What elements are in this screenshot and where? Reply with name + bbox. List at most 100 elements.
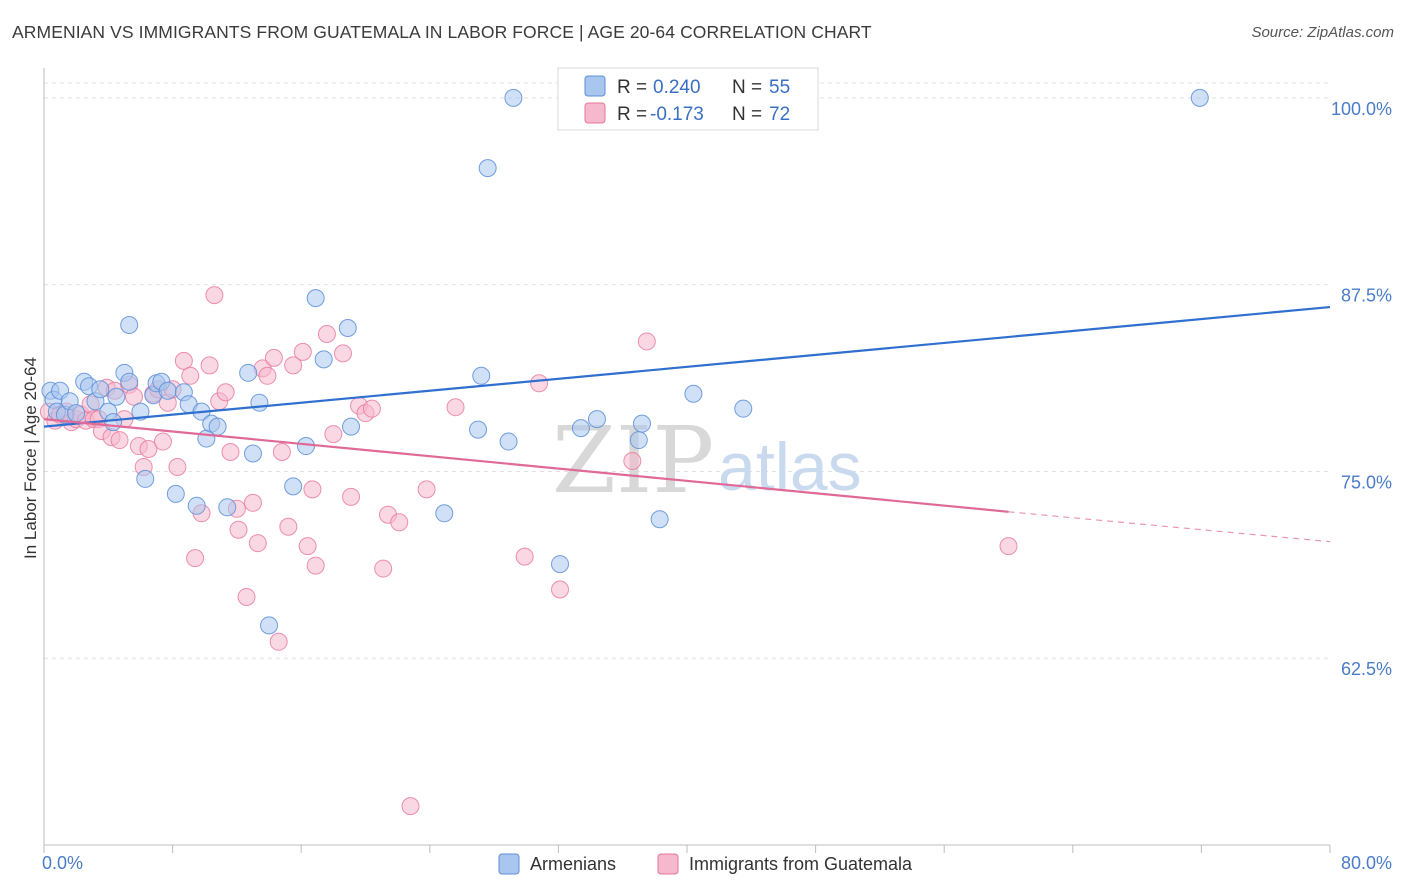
point-guatemala-44 xyxy=(269,632,288,651)
y-tick-labels: 62.5% 75.0% 87.5% 100.0% xyxy=(1331,99,1392,679)
bottom-legend: Armenians Immigrants from Guatemala xyxy=(498,853,913,875)
point-guatemala-21 xyxy=(139,440,158,459)
point-armenians-29 xyxy=(208,417,227,436)
point-armenians-49 xyxy=(587,410,606,429)
point-armenians-22 xyxy=(166,484,185,503)
point-armenians-40 xyxy=(342,417,361,436)
legend-n-value-armenians: 55 xyxy=(769,77,790,98)
point-guatemala-50 xyxy=(303,480,322,499)
legend-r-label-guatemala: R = xyxy=(617,104,652,125)
point-guatemala-39 xyxy=(243,493,262,512)
point-armenians-47 xyxy=(551,555,570,574)
point-armenians-25 xyxy=(187,496,206,515)
point-armenians-16 xyxy=(131,402,150,421)
trend-line-guatemala-extension xyxy=(1008,511,1331,543)
point-guatemala-47 xyxy=(284,356,303,375)
point-guatemala-15 xyxy=(110,431,129,450)
point-guatemala-38 xyxy=(237,587,256,606)
chart-title: ARMENIAN VS IMMIGRANTS FROM GUATEMALA IN… xyxy=(12,22,872,42)
point-armenians-35 xyxy=(284,477,303,496)
point-armenians-52 xyxy=(650,510,669,529)
y-tick-label-0: 62.5% xyxy=(1341,659,1392,679)
point-guatemala-48 xyxy=(293,342,312,361)
point-armenians-17 xyxy=(136,469,155,488)
bottom-legend-swatch-guatemala xyxy=(657,853,679,875)
legend-n-value-guatemala: 72 xyxy=(769,104,790,125)
point-guatemala-49 xyxy=(298,537,317,556)
watermark-atlas: atlas xyxy=(718,429,862,505)
point-armenians-32 xyxy=(243,444,262,463)
trend-line-armenians xyxy=(43,305,1331,428)
point-armenians-39 xyxy=(338,318,357,337)
source-label: Source: ZipAtlas.com xyxy=(1251,24,1394,41)
point-guatemala-66 xyxy=(551,580,570,599)
bottom-legend-label-armenians: Armenians xyxy=(530,854,616,874)
point-armenians-6 xyxy=(67,404,86,423)
point-guatemala-63 xyxy=(446,398,465,417)
point-armenians-46 xyxy=(504,88,523,107)
y-tick-label-1: 75.0% xyxy=(1341,472,1392,492)
point-guatemala-18 xyxy=(125,387,144,406)
point-guatemala-36 xyxy=(221,443,240,462)
point-guatemala-65 xyxy=(530,374,549,393)
point-guatemala-54 xyxy=(342,487,361,506)
y-tick-label-3: 100.0% xyxy=(1331,99,1392,119)
legend-swatch-armenians xyxy=(584,75,606,97)
point-armenians-51 xyxy=(632,414,651,433)
point-armenians-41 xyxy=(435,504,454,523)
point-armenians-50 xyxy=(629,431,648,450)
point-armenians-10 xyxy=(91,380,110,399)
point-guatemala-40 xyxy=(248,534,267,553)
point-armenians-31 xyxy=(239,363,258,382)
point-guatemala-68 xyxy=(637,332,656,351)
point-armenians-48 xyxy=(571,419,590,438)
point-armenians-55 xyxy=(1190,88,1209,107)
point-guatemala-45 xyxy=(272,443,291,462)
point-guatemala-62 xyxy=(417,480,436,499)
x-tick-label-min: 0.0% xyxy=(42,853,83,873)
y-tick-label-2: 87.5% xyxy=(1341,286,1392,306)
point-armenians-33 xyxy=(250,393,269,412)
x-tick-label-max: 80.0% xyxy=(1341,853,1392,873)
trend-line-guatemala xyxy=(43,418,1009,513)
x-ticks xyxy=(43,845,1331,853)
point-guatemala-42 xyxy=(258,366,277,385)
point-guatemala-46 xyxy=(279,517,298,536)
point-armenians-37 xyxy=(306,289,325,308)
point-armenians-12 xyxy=(104,413,123,432)
point-guatemala-61 xyxy=(401,797,420,816)
point-guatemala-32 xyxy=(200,356,219,375)
legend-box: R = 0.240 N = 55 R = -0.173 N = 72 xyxy=(557,67,819,131)
point-guatemala-53 xyxy=(333,344,352,363)
legend-swatch-guatemala xyxy=(584,102,606,124)
point-armenians-15 xyxy=(120,372,139,391)
point-guatemala-57 xyxy=(362,399,381,418)
trend-lines xyxy=(43,305,1331,543)
point-armenians-34 xyxy=(260,616,279,635)
point-guatemala-58 xyxy=(374,559,393,578)
point-guatemala-60 xyxy=(390,513,409,532)
point-guatemala-30 xyxy=(186,549,205,568)
series-guatemala-points xyxy=(39,286,1018,816)
point-guatemala-71 xyxy=(324,425,343,444)
bottom-legend-swatch-armenians xyxy=(498,853,520,875)
point-guatemala-37 xyxy=(229,520,248,539)
point-guatemala-43 xyxy=(264,348,283,367)
point-armenians-53 xyxy=(684,384,703,403)
bottom-legend-label-guatemala: Immigrants from Guatemala xyxy=(689,854,913,874)
point-guatemala-69 xyxy=(999,537,1018,556)
point-armenians-13 xyxy=(107,387,126,406)
point-armenians-45 xyxy=(499,432,518,451)
point-armenians-21 xyxy=(158,381,177,400)
legend-r-value-armenians: 0.240 xyxy=(653,77,701,98)
point-armenians-44 xyxy=(478,159,497,178)
point-armenians-43 xyxy=(469,420,488,439)
point-guatemala-64 xyxy=(515,547,534,566)
legend-n-label-guatemala: N = xyxy=(732,104,767,125)
point-guatemala-24 xyxy=(153,432,172,451)
point-guatemala-27 xyxy=(168,457,187,476)
legend-n-label-armenians: N = xyxy=(732,77,767,98)
grid-lines xyxy=(44,82,1330,659)
point-armenians-54 xyxy=(734,399,753,418)
